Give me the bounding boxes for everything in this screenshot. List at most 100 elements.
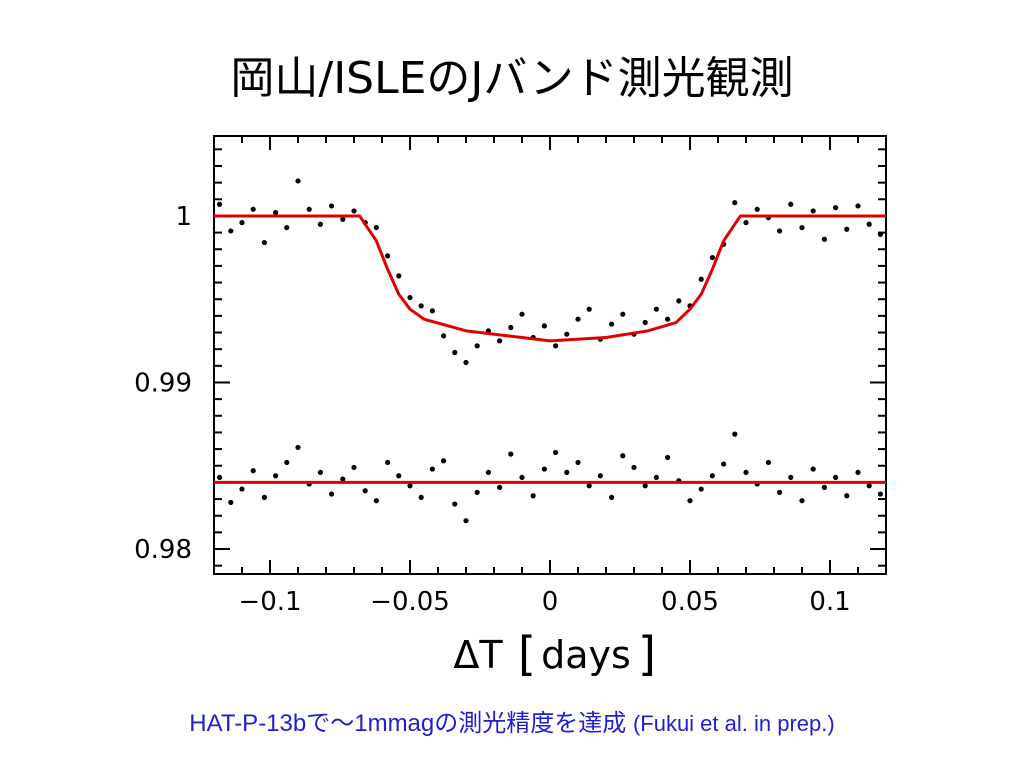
x-tick-label: 0.1 [809,587,850,617]
data-point [721,461,727,467]
data-point [553,449,559,456]
data-point [665,316,671,322]
data-point [508,451,514,457]
data-point [329,491,335,497]
data-point [709,473,716,479]
x-tick-label: −0.05 [370,587,450,617]
data-point [373,224,379,231]
data-point [407,294,413,301]
data-point [877,491,884,497]
data-point [261,239,267,246]
data-point [844,493,850,499]
data-point [273,210,279,216]
data-point [642,483,648,489]
data-point [597,473,604,479]
data-point [810,466,816,472]
data-point [418,494,424,500]
data-point [441,333,447,339]
data-point [295,444,301,451]
data-point [385,253,391,259]
caption-main: HAT-P-13bで～1mmagの測光精度を達成 [189,710,627,737]
data-point [665,454,671,461]
y-tick-label: 0.98 [134,535,192,565]
y-tick-label: 0.99 [134,368,192,398]
x-axis-label-unit: days [541,633,631,677]
caption: HAT-P-13bで～1mmagの測光精度を達成 (Fukui et al. i… [0,703,1024,738]
data-point [329,203,335,209]
x-axis-label: ΔT [ days ] [453,627,656,681]
data-point [385,459,391,466]
slide-title: 岡山/ISLEのJバンド測光観測 [230,53,794,104]
data-point [541,323,548,329]
data-point [340,476,346,482]
data-point [575,316,581,322]
data-point [855,203,861,209]
data-point [564,331,570,337]
data-point [228,499,234,505]
data-point [273,473,279,479]
data-point [250,206,256,212]
data-point [866,221,872,227]
data-point [429,466,435,472]
data-point [788,201,794,207]
data-point [743,469,749,476]
data-point [833,474,839,481]
data-point [631,464,637,471]
x-axis-label-bracket-close: ] [638,627,656,681]
data-point [799,224,805,231]
data-point [833,205,839,211]
data-point [575,459,581,466]
data-point [553,343,559,349]
x-tick-label: 0.05 [661,587,719,617]
data-point [519,311,525,317]
data-point [777,489,783,495]
data-point [239,486,245,492]
data-point [407,483,413,489]
data-point [317,469,323,476]
data-point [340,216,346,222]
data-point [519,474,525,481]
data-point [228,228,234,234]
data-point [452,349,458,356]
data-point [732,431,738,437]
data-point [609,494,615,500]
data-point [541,466,548,472]
data-point [821,236,828,242]
data-point [765,459,772,466]
data-point [396,473,402,479]
data-point [788,474,794,481]
caption-reference: (Fukui et al. in prep.) [632,711,835,736]
data-point [351,464,357,471]
model-curve [214,214,886,343]
data-point [463,359,469,366]
data-point [217,201,223,207]
data-point [429,308,435,314]
data-point [676,298,682,304]
data-point [362,488,368,494]
x-tick-label: −0.1 [238,587,301,617]
data-point [217,474,223,481]
data-point [754,206,760,212]
data-point [709,254,716,261]
data-point [844,226,850,232]
data-point [474,343,480,349]
data-point [653,306,660,312]
data-point [620,453,626,459]
data-point [855,469,861,476]
data-point [698,276,704,282]
data-point [777,228,783,234]
data-point [609,321,615,327]
data-point [452,501,458,507]
data-point [497,338,503,344]
data-point [743,220,749,226]
plot-frame [213,135,887,575]
data-point [508,324,514,331]
data-point [250,468,256,474]
data-point [396,273,402,279]
data-point [351,208,357,214]
data-point [642,319,648,326]
plot-layer: −0.1 −0.05 0 0.05 0.1 0.98 0.99 1 [134,135,887,617]
y-tick-label: 1 [175,202,192,232]
data-point [418,303,424,309]
data-point [463,518,469,524]
